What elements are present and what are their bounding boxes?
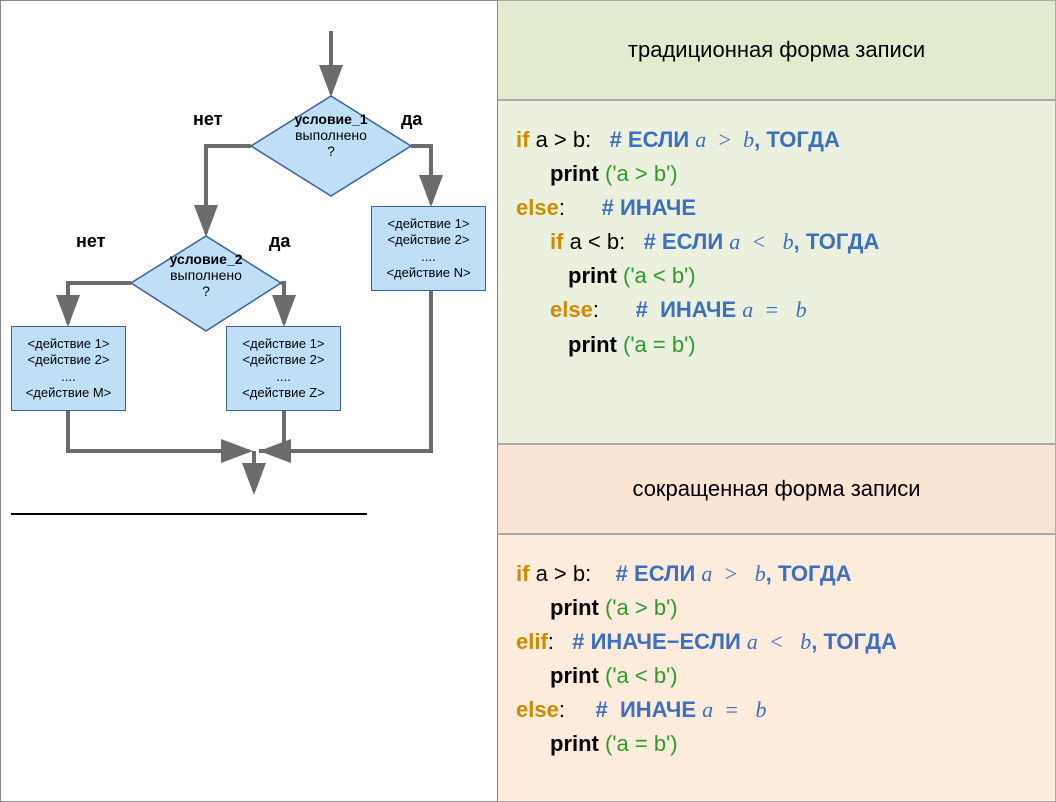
decision-2-line2: выполнено (170, 267, 242, 283)
p1-l6-cpref: # ИНАЧЕ (599, 297, 742, 322)
fn-print: print (550, 731, 599, 756)
p2-l1-csuf: , ТОГДА (766, 561, 852, 586)
flowchart: условие_1 выполнено ? условие_2 выполнен… (1, 1, 497, 801)
box-m-r1: <действие 1> (28, 336, 110, 352)
p1-l7-arg: ('a = b') (617, 332, 696, 357)
box-n-r1: <действие 1> (388, 216, 470, 232)
p1-l5-arg: ('a < b') (617, 263, 696, 288)
label-d2-no: нет (76, 231, 105, 252)
p2-l3-csuf: , ТОГДА (811, 629, 897, 654)
label-d1-no: нет (193, 109, 222, 130)
p1-l2: print ('a > b') (516, 157, 1037, 191)
p2-l2-arg: ('a > b') (599, 595, 678, 620)
p2-l5: else: # ИНАЧЕ a = b (516, 693, 1037, 727)
kw-else: else (516, 195, 559, 220)
fn-print: print (568, 263, 617, 288)
p1-l6-math: a = b (742, 297, 806, 322)
decision-2-line3: ? (202, 283, 210, 299)
kw-else: else (550, 297, 593, 322)
fn-print: print (550, 663, 599, 688)
box-z-r2: <действие 2> (243, 352, 325, 368)
p2-l4-arg: ('a < b') (599, 663, 678, 688)
p1-l6: else: # ИНАЧЕ a = b (516, 293, 1037, 327)
p1-l1-math: a > b (695, 127, 754, 152)
box-z-r1: <действие 1> (243, 336, 325, 352)
kw-else: else (516, 697, 559, 722)
box-m-r4: <действие M> (26, 385, 112, 401)
panel-2-body: if a > b: # ЕСЛИ a > b, ТОГДА print ('a … (498, 534, 1056, 802)
label-d2-yes: да (269, 231, 290, 252)
p2-l1-cpref: # ЕСЛИ (591, 561, 701, 586)
kw-if: if (516, 561, 529, 586)
p1-l1-cpref: # ЕСЛИ (591, 127, 695, 152)
decision-1-line3: ? (327, 143, 335, 159)
p1-l3: else: # ИНАЧЕ (516, 191, 1037, 225)
box-n-r3: .... (421, 249, 435, 265)
decision-2-line1: условие_2 (169, 251, 242, 267)
box-n-r2: <действие 2> (388, 232, 470, 248)
p2-l3: elif: # ИНАЧЕ−ЕСЛИ a < b, ТОГДА (516, 625, 1037, 659)
kw-elif: elif (516, 629, 548, 654)
p2-l6-arg: ('a = b') (599, 731, 678, 756)
p1-l4-csuf: , ТОГДА (794, 229, 880, 254)
fn-print: print (550, 595, 599, 620)
p1-l4: if a < b: # ЕСЛИ a < b, ТОГДА (516, 225, 1037, 259)
kw-if: if (550, 229, 563, 254)
decision-2: условие_2 выполнено ? (131, 251, 281, 299)
kw-if: if (516, 127, 529, 152)
divider-line (11, 513, 367, 515)
p1-l4-cpref: # ЕСЛИ (625, 229, 729, 254)
p2-l2: print ('a > b') (516, 591, 1037, 625)
panel-1-title: традиционная форма записи (498, 0, 1056, 100)
p2-l1: if a > b: # ЕСЛИ a > b, ТОГДА (516, 557, 1037, 591)
action-box-n: <действие 1> <действие 2> .... <действие… (371, 206, 486, 291)
p1-l7: print ('a = b') (516, 328, 1037, 362)
decision-1-line2: выполнено (295, 127, 367, 143)
box-m-r2: <действие 2> (28, 352, 110, 368)
p2-l4: print ('a < b') (516, 659, 1037, 693)
label-d1-yes: да (401, 109, 422, 130)
p2-l5-math: a = b (702, 697, 766, 722)
decision-1: условие_1 выполнено ? (251, 111, 411, 159)
p2-l1-math: a > b (701, 561, 765, 586)
decision-1-line1: условие_1 (294, 111, 367, 127)
fn-print: print (550, 161, 599, 186)
p2-l3-cpref: # ИНАЧЕ−ЕСЛИ (554, 629, 747, 654)
panel-2-title: сокращенная форма записи (498, 444, 1056, 534)
p2-l6: print ('a = b') (516, 727, 1037, 761)
p1-l3-cmt: # ИНАЧЕ (565, 195, 696, 220)
p1-l1-csuf: , ТОГДА (754, 127, 840, 152)
box-n-r4: <действие N> (386, 265, 470, 281)
p1-l1: if a > b: # ЕСЛИ a > b, ТОГДА (516, 123, 1037, 157)
p2-l1-cond: a > b: (529, 561, 591, 586)
action-box-z: <действие 1> <действие 2> .... <действие… (226, 326, 341, 411)
flowchart-panel: условие_1 выполнено ? условие_2 выполнен… (0, 0, 498, 802)
p2-l5-cpref: # ИНАЧЕ (565, 697, 702, 722)
p2-l3-math: a < b (747, 629, 811, 654)
box-m-r3: .... (61, 369, 75, 385)
box-z-r4: <действие Z> (242, 385, 325, 401)
panel-1-body: if a > b: # ЕСЛИ a > b, ТОГДА print ('a … (498, 100, 1056, 444)
p1-l5: print ('a < b') (516, 259, 1037, 293)
fn-print: print (568, 332, 617, 357)
p1-l1-cond: a > b: (529, 127, 591, 152)
code-panels: традиционная форма записи if a > b: # ЕС… (498, 0, 1056, 802)
box-z-r3: .... (276, 369, 290, 385)
p1-l4-cond: a < b: (563, 229, 625, 254)
p1-l4-math: a < b (729, 229, 793, 254)
action-box-m: <действие 1> <действие 2> .... <действие… (11, 326, 126, 411)
p1-l2-arg: ('a > b') (599, 161, 678, 186)
